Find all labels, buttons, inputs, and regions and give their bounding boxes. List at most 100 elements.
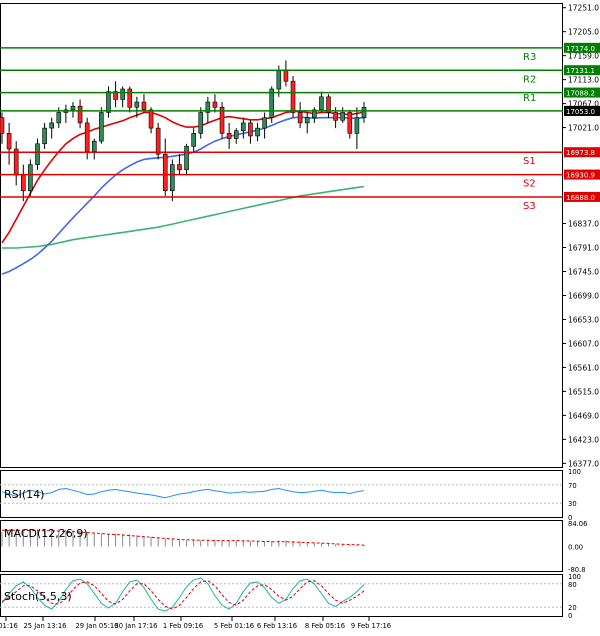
price-tick-label: 16515.0 — [568, 387, 599, 396]
time-axis-label: 9 Feb 17:16 — [351, 622, 391, 630]
candle-down — [212, 101, 218, 108]
main-panel-frame — [0, 3, 563, 468]
current-price-label: 17053.0 — [566, 108, 595, 116]
candle-up — [361, 106, 367, 118]
price-tick-label: 16745.0 — [568, 267, 599, 276]
macd-tick-label: -80.8 — [568, 566, 586, 574]
candle-down — [333, 112, 338, 121]
candle-down — [177, 164, 182, 171]
candle-up — [340, 112, 346, 121]
candle-up — [42, 127, 47, 145]
price-tick-label: 17021.0 — [568, 124, 599, 133]
candle-up — [276, 70, 282, 90]
candle-up — [269, 88, 275, 118]
candle-up — [262, 117, 267, 129]
candle-up — [191, 133, 196, 147]
level-s1-price-label: 16973.8 — [566, 149, 595, 157]
candle-up — [241, 122, 246, 132]
macd-signal-line — [2, 529, 365, 546]
candle-down — [84, 122, 90, 152]
rsi-line — [1, 487, 365, 499]
level-s1-price-tag — [564, 147, 600, 158]
candle-up — [134, 101, 140, 108]
candle-down — [347, 112, 353, 134]
stoch-panel-frame — [0, 574, 563, 617]
time-axis-label: 29 Jan 05:16 — [75, 622, 118, 630]
stoch-main-line — [1, 577, 365, 612]
time-axis-label: 30 Jan 17:16 — [114, 622, 157, 630]
price-tick-label: 17205.0 — [568, 28, 599, 37]
candle-down — [77, 105, 83, 124]
stoch-label: Stoch(5,5,3) — [4, 590, 72, 603]
candle-down — [0, 117, 5, 134]
time-axis-label: 25 Jan 13:16 — [23, 622, 66, 630]
time-axis-label: 8 Feb 05:16 — [305, 622, 345, 630]
candle-up — [99, 112, 104, 142]
candle-up — [170, 164, 175, 191]
candle-up — [255, 127, 260, 137]
level-r3-price-label: 17131.1 — [566, 67, 595, 75]
candle-up — [354, 117, 360, 134]
level-s3-price-label: 16888.0 — [566, 194, 595, 202]
stoch-tick-label: 80 — [568, 581, 577, 589]
candle-down — [113, 91, 118, 100]
candle-up — [184, 146, 189, 171]
price-tick-label: 16837.0 — [568, 220, 599, 229]
level-s2-price-tag — [564, 169, 600, 180]
candle-up — [91, 140, 97, 152]
ma-red-line — [1, 110, 365, 244]
price-tick-label: 16607.0 — [568, 339, 599, 348]
macd-tick-label: 0.00 — [568, 544, 583, 552]
candle-up — [198, 112, 204, 134]
price-tick-label: 16699.0 — [568, 291, 599, 300]
candle-up — [49, 122, 54, 129]
rsi-label: RSI(14) — [4, 488, 44, 501]
price-tick-label: 17251.0 — [568, 4, 599, 13]
candle-down — [127, 88, 133, 108]
candle-up — [56, 112, 62, 124]
rsi-tick-label: 70 — [568, 482, 577, 490]
time-axis-label: 1 Feb 09:16 — [163, 622, 203, 630]
rsi-tick-label: 30 — [568, 500, 577, 508]
stoch-tick-label: 100 — [568, 573, 581, 581]
level-r2-price-tag — [564, 87, 600, 98]
price-tick-label: 16469.0 — [568, 411, 599, 420]
rsi-tick-label: 100 — [568, 468, 581, 476]
level-r2-price-label: 17088.2 — [566, 90, 595, 98]
candle-up — [312, 109, 317, 118]
price-tick-label: 17113.0 — [568, 76, 599, 85]
candle-up — [304, 117, 310, 124]
ma-green-line — [2, 185, 365, 249]
candle-down — [148, 109, 154, 129]
candle-down — [6, 133, 12, 150]
stoch-signal-line — [1, 580, 365, 610]
candle-up — [319, 96, 324, 111]
ma-blue-line — [1, 116, 365, 275]
stoch-tick-label: 20 — [568, 604, 577, 612]
candle-down — [155, 127, 161, 155]
level-name-s3: S3 — [523, 201, 536, 212]
candle-down — [248, 122, 253, 137]
price-tick-label: 16423.0 — [568, 435, 599, 444]
price-tick-label: 17067.0 — [568, 100, 599, 109]
candle-down — [290, 80, 296, 113]
level-name-s2: S2 — [523, 179, 536, 190]
candle-up — [28, 164, 33, 191]
time-axis-label: 5 Feb 01:16 — [214, 622, 254, 630]
candle-down — [326, 96, 331, 113]
level-s3-price-tag — [564, 191, 600, 202]
candle-down — [162, 153, 168, 191]
candle-down — [20, 174, 26, 191]
candle-down — [219, 106, 225, 134]
candle-down — [283, 70, 289, 82]
upper-level-price-tag — [564, 42, 600, 53]
level-name-r1: R1 — [523, 93, 536, 104]
level-r3-price-tag — [564, 65, 600, 76]
candle-up — [205, 101, 211, 113]
level-name-r2: R2 — [523, 75, 536, 86]
candle-up — [106, 91, 111, 113]
price-tick-label: 16377.0 — [568, 459, 599, 468]
level-name-s1: S1 — [523, 156, 536, 167]
